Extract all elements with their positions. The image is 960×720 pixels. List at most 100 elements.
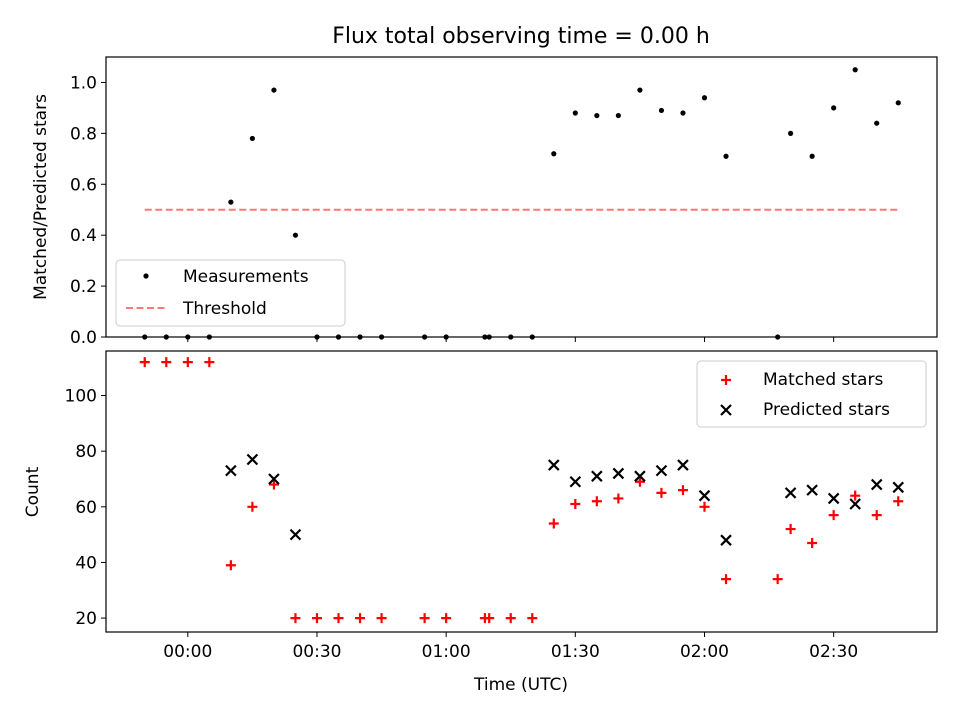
matched-stars-point — [548, 518, 559, 529]
matched-stars-point — [785, 524, 796, 535]
matched-stars-point — [677, 485, 688, 496]
legend-swatch — [720, 404, 732, 416]
bottom-panel: 20 40 60 80 100 00:00 00:30 01:00 01:30 02:00 02:… — [23, 350, 938, 695]
matched-stars-point — [376, 613, 387, 624]
predicted-stars-point — [655, 464, 668, 477]
top-y-axis-label: Matched/Predicted stars — [31, 94, 51, 300]
bottom-x-ticks: 00:00 00:30 01:00 01:30 02:00 02:30 — [163, 632, 858, 662]
y-tick-label: 1.0 — [70, 73, 97, 93]
matched-stars-point — [333, 613, 344, 624]
matched-stars-point — [828, 510, 839, 521]
matched-stars-point — [419, 613, 430, 624]
predicted-stars-point — [698, 489, 711, 502]
y-tick-label: 100 — [65, 387, 97, 407]
top-plot-area — [142, 67, 901, 340]
legend-label-threshold: Threshold — [182, 299, 267, 319]
y-tick-label: 80 — [75, 442, 97, 462]
predicted-stars-point — [246, 453, 259, 466]
bottom-plot-area — [139, 357, 905, 624]
bottom-y-axis-label: Count — [23, 466, 43, 517]
predicted-stars-point — [827, 492, 840, 505]
legend-label-matched-stars: Matched stars — [763, 370, 883, 390]
predicted-stars-point — [289, 528, 302, 541]
y-tick-label: 20 — [75, 609, 97, 629]
matched-stars-point — [871, 510, 882, 521]
predicted-stars-point — [225, 464, 237, 477]
measurements-point — [831, 105, 837, 111]
legend-swatch — [721, 375, 731, 385]
x-tick-label: 00:00 — [163, 642, 212, 662]
matched-stars-point — [290, 613, 301, 624]
legend-marker-measurements — [143, 273, 149, 279]
measurements-point — [615, 112, 621, 119]
y-tick-label: 0.0 — [70, 328, 97, 348]
predicted-stars-point — [634, 470, 646, 482]
top-axes-frame — [105, 56, 938, 338]
x-tick-label: 02:30 — [809, 642, 858, 662]
measurements-point — [228, 199, 234, 205]
measurements-point — [572, 110, 578, 116]
y-tick-label: 40 — [75, 553, 97, 573]
predicted-stars-point — [892, 481, 905, 494]
measurements-point — [701, 95, 708, 101]
measurements-point — [292, 232, 299, 238]
legend-label-measurements: Measurements — [183, 267, 309, 287]
matched-stars-point — [225, 560, 236, 571]
matched-stars-point — [699, 501, 710, 512]
bottom-legend-box — [696, 360, 927, 428]
y-tick-label: 60 — [75, 498, 97, 518]
measurements-point — [551, 151, 557, 157]
matched-stars-point — [505, 613, 516, 624]
matched-stars-point — [484, 613, 495, 624]
x-axis-label: Time (UTC) — [473, 675, 568, 695]
predicted-stars-point — [870, 478, 883, 491]
bottom-legend: Matched stars Predicted stars — [696, 360, 927, 428]
predicted-stars-point — [268, 473, 280, 485]
chart-title: Flux total observing time = 0.00 h — [332, 24, 710, 49]
matched-stars-point — [268, 479, 279, 490]
measurements-point — [852, 67, 858, 73]
top-legend-box — [115, 259, 346, 327]
x-tick-label: 01:30 — [551, 642, 600, 662]
y-tick-label: 0.4 — [70, 226, 97, 246]
measurements-point — [271, 87, 277, 93]
predicted-stars-point — [677, 459, 689, 471]
x-tick-label: 01:00 — [422, 642, 471, 662]
matched-stars-point — [311, 613, 322, 624]
legend-marker-matched-stars — [721, 375, 731, 385]
matched-stars-point — [656, 487, 667, 498]
measurements-point — [895, 100, 901, 106]
predicted-stars-point — [569, 475, 582, 488]
y-tick-label: 0.6 — [70, 175, 97, 195]
matched-stars-point — [355, 613, 366, 624]
legend-label-predicted-stars: Predicted stars — [763, 400, 890, 420]
top-legend: Measurements Threshold — [115, 259, 346, 327]
matched-stars-point — [441, 613, 452, 624]
top-x-ticks — [187, 337, 835, 342]
matched-stars-point — [613, 493, 624, 504]
matched-stars-point — [247, 501, 258, 512]
y-tick-label: 0.2 — [70, 277, 97, 297]
matched-stars-point — [850, 490, 861, 501]
top-y-ticks: 0.0 0.2 0.4 0.6 0.8 1.0 — [70, 73, 106, 348]
legend-swatch — [143, 273, 149, 279]
top-panel: 0.0 0.2 0.4 0.6 0.8 1.0 Matched/Predicted sta… — [31, 56, 938, 348]
measurements-point — [249, 135, 255, 142]
matched-stars-point — [893, 496, 904, 507]
measurements-point — [874, 120, 880, 126]
measurements-point — [594, 112, 600, 119]
x-tick-label: 02:00 — [680, 642, 729, 662]
measurements-point — [723, 153, 729, 159]
bottom-axes-frame — [105, 350, 938, 633]
predicted-stars-point — [784, 487, 797, 499]
x-tick-label: 00:30 — [292, 642, 341, 662]
measurements-point — [788, 130, 794, 136]
measurements-point — [809, 153, 815, 159]
predicted-stars-point — [591, 470, 603, 482]
legend-marker-predicted-stars — [720, 404, 732, 416]
matched-stars-point — [721, 574, 732, 585]
matched-stars-point — [139, 357, 150, 368]
predicted-stars-point — [720, 534, 732, 546]
matched-stars-point — [591, 496, 602, 507]
